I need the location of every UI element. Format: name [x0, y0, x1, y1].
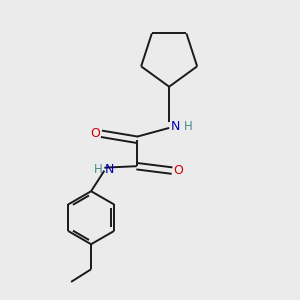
- Text: N: N: [105, 163, 114, 176]
- Text: H: H: [184, 120, 193, 133]
- Text: N: N: [171, 120, 180, 133]
- Text: O: O: [90, 127, 100, 140]
- Text: O: O: [174, 164, 184, 176]
- Text: H: H: [94, 163, 102, 176]
